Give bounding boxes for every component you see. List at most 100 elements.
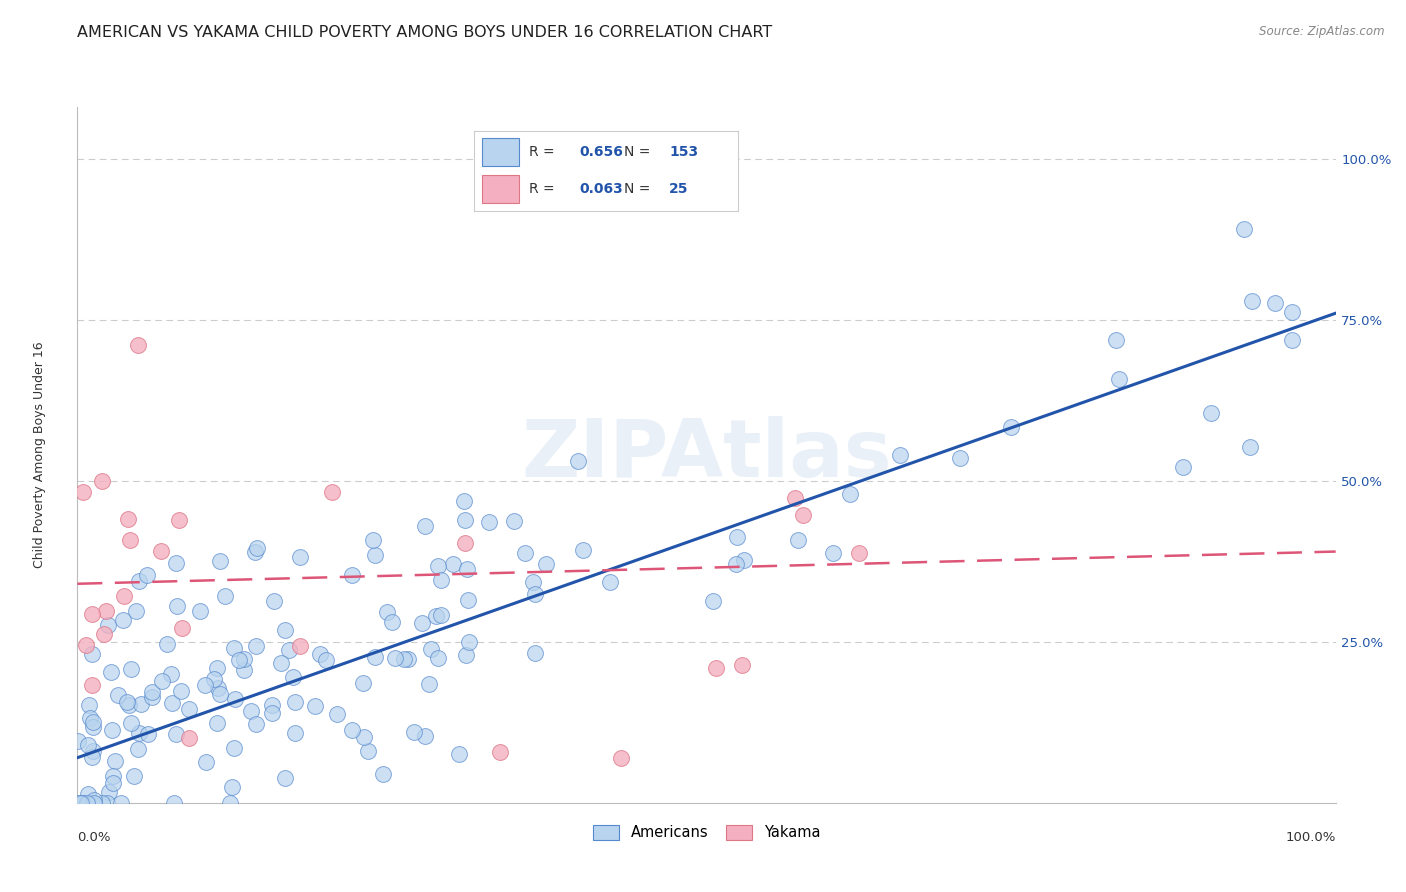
Point — [260, 706, 283, 720]
Bar — [482, 137, 519, 166]
Text: R =: R = — [529, 145, 560, 159]
Point — [396, 651, 419, 665]
Point — [91, 474, 114, 488]
Point — [149, 544, 172, 558]
Point — [115, 695, 138, 709]
Point — [1000, 420, 1022, 434]
Point — [76, 787, 98, 801]
Point — [326, 706, 349, 721]
Text: N =: N = — [624, 182, 655, 196]
Point — [246, 541, 269, 556]
Point — [524, 646, 547, 660]
Point — [120, 661, 142, 675]
Point — [411, 616, 433, 631]
Point — [96, 796, 118, 810]
Point — [233, 652, 256, 666]
Point — [96, 618, 118, 632]
Point — [233, 663, 256, 677]
Point — [1239, 440, 1261, 454]
Text: 0.0%: 0.0% — [77, 830, 111, 844]
Point — [340, 723, 363, 738]
Point — [80, 647, 103, 661]
Point — [224, 641, 246, 656]
Point — [1105, 334, 1128, 348]
Text: 0.063: 0.063 — [579, 182, 623, 196]
Point — [167, 513, 190, 527]
Point — [82, 721, 104, 735]
Point — [426, 651, 449, 665]
Point — [218, 796, 240, 810]
Point — [1264, 295, 1286, 310]
Point — [404, 725, 426, 739]
Point — [205, 715, 228, 730]
Point — [364, 548, 387, 562]
Point — [80, 607, 103, 621]
Text: Source: ZipAtlas.com: Source: ZipAtlas.com — [1260, 25, 1385, 38]
Point — [262, 698, 284, 712]
Point — [429, 608, 451, 623]
Point — [309, 647, 332, 661]
Point — [725, 558, 748, 572]
Point — [384, 651, 406, 665]
Point — [120, 716, 142, 731]
Point — [572, 543, 595, 558]
Point — [125, 604, 148, 618]
Point — [478, 515, 501, 529]
Text: AMERICAN VS YAKAMA CHILD POVERTY AMONG BOYS UNDER 16 CORRELATION CHART: AMERICAN VS YAKAMA CHILD POVERTY AMONG B… — [77, 25, 772, 40]
Point — [128, 725, 150, 739]
Point — [361, 533, 384, 548]
Point — [179, 702, 201, 716]
Point — [1233, 222, 1256, 236]
Point — [848, 546, 870, 560]
Point — [567, 453, 589, 467]
Point — [67, 734, 90, 748]
Point — [288, 549, 311, 564]
Point — [82, 714, 104, 729]
Point — [427, 559, 450, 574]
Point — [77, 698, 100, 712]
Point — [502, 514, 524, 528]
Point — [524, 587, 547, 601]
Point — [80, 678, 103, 692]
Point — [725, 530, 748, 544]
Point — [107, 688, 129, 702]
Text: 25: 25 — [669, 182, 689, 196]
Point — [156, 637, 179, 651]
Point — [72, 485, 94, 500]
Point — [838, 486, 860, 500]
Point — [224, 692, 246, 706]
Point — [447, 747, 470, 761]
Text: R =: R = — [529, 182, 560, 196]
Point — [129, 698, 152, 712]
Text: ZIPAtlas: ZIPAtlas — [522, 416, 891, 494]
Point — [127, 338, 149, 352]
Point — [456, 648, 478, 662]
Point — [783, 491, 806, 506]
Point — [453, 513, 475, 527]
Point — [418, 676, 440, 690]
Point — [420, 642, 443, 657]
Point — [170, 684, 193, 698]
Point — [90, 796, 112, 810]
Point — [821, 546, 844, 560]
Point — [101, 769, 124, 783]
Point — [270, 656, 292, 670]
Point — [284, 726, 307, 740]
Point — [457, 593, 479, 607]
Point — [208, 554, 231, 568]
Point — [136, 726, 159, 740]
Point — [166, 599, 188, 613]
Point — [702, 593, 724, 607]
Point — [441, 557, 464, 571]
Point — [98, 784, 121, 798]
Point — [75, 638, 97, 652]
Point — [353, 730, 375, 744]
Point — [207, 661, 229, 675]
Point — [188, 604, 211, 618]
Point — [456, 562, 478, 576]
Point — [243, 544, 266, 558]
Point — [160, 697, 183, 711]
Point — [69, 796, 91, 810]
Text: N =: N = — [624, 145, 655, 159]
Point — [430, 573, 453, 587]
